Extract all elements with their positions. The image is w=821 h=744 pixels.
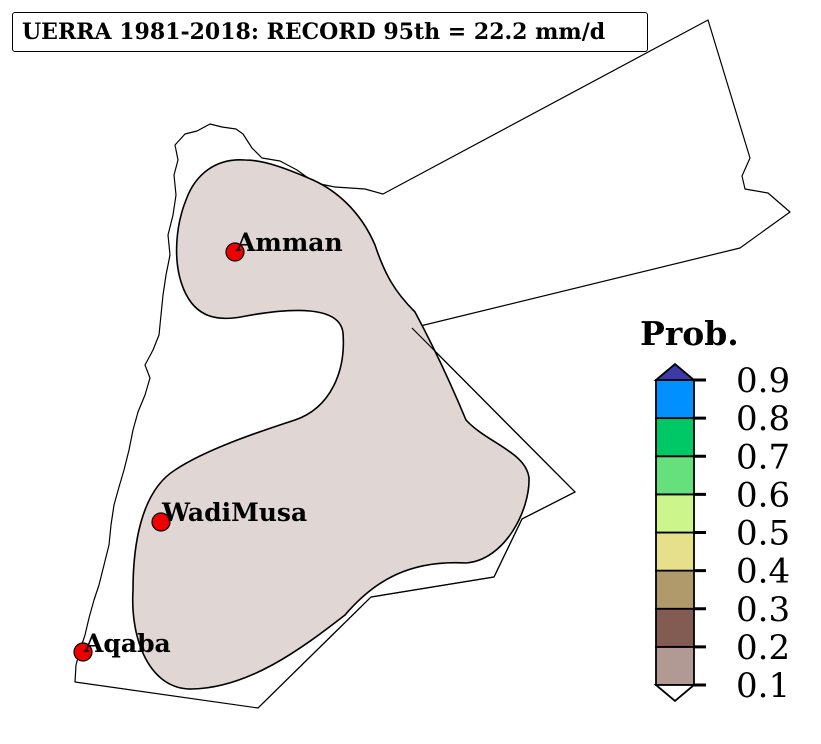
colorbar-tick-label: 0.6 [736, 475, 790, 515]
colorbar-tick-label: 0.7 [736, 437, 790, 477]
colorbar-segment [655, 379, 695, 420]
border-overlay [257, 327, 577, 709]
colorbar-tick-label: 0.3 [736, 590, 790, 630]
city-amman: Amman [225, 228, 343, 262]
colorbar-segment [655, 645, 695, 686]
city-aqaba: Aqaba [73, 629, 171, 662]
colorbar-over-arrow [653, 362, 697, 381]
city-label: Amman [235, 228, 343, 257]
city-wadimusa: WadiMusa [151, 498, 307, 532]
colorbar-under-arrow [653, 684, 697, 703]
colorbar-tick-label: 0.5 [736, 514, 790, 554]
colorbar-segment [655, 493, 695, 534]
colorbar-tick-label: 0.4 [736, 552, 790, 592]
city-label: Aqaba [83, 629, 171, 658]
colorbar-segment [655, 455, 695, 496]
colorbar-segment [655, 417, 695, 458]
city-marker [73, 642, 93, 662]
colorbar-title: Prob. [640, 314, 739, 353]
colorbar-tick-label: 0.8 [736, 399, 790, 439]
colorbar-tick-label: 0.9 [736, 361, 790, 401]
colorbar: Prob. 0.90.80.70.60.50.40.30.20.1 [640, 314, 790, 706]
city-label: WadiMusa [161, 498, 307, 527]
colorbar-tick-label: 0.2 [736, 628, 790, 668]
colorbar-tick-label: 0.1 [736, 666, 790, 706]
map-title: UERRA 1981-2018: RECORD 95th = 22.2 mm/d [12, 12, 648, 52]
colorbar-segment [655, 607, 695, 648]
colorbar-segment [655, 531, 695, 572]
probability-region [131, 159, 530, 690]
city-marker [151, 512, 171, 532]
city-marker [225, 242, 245, 262]
colorbar-segment [655, 569, 695, 610]
